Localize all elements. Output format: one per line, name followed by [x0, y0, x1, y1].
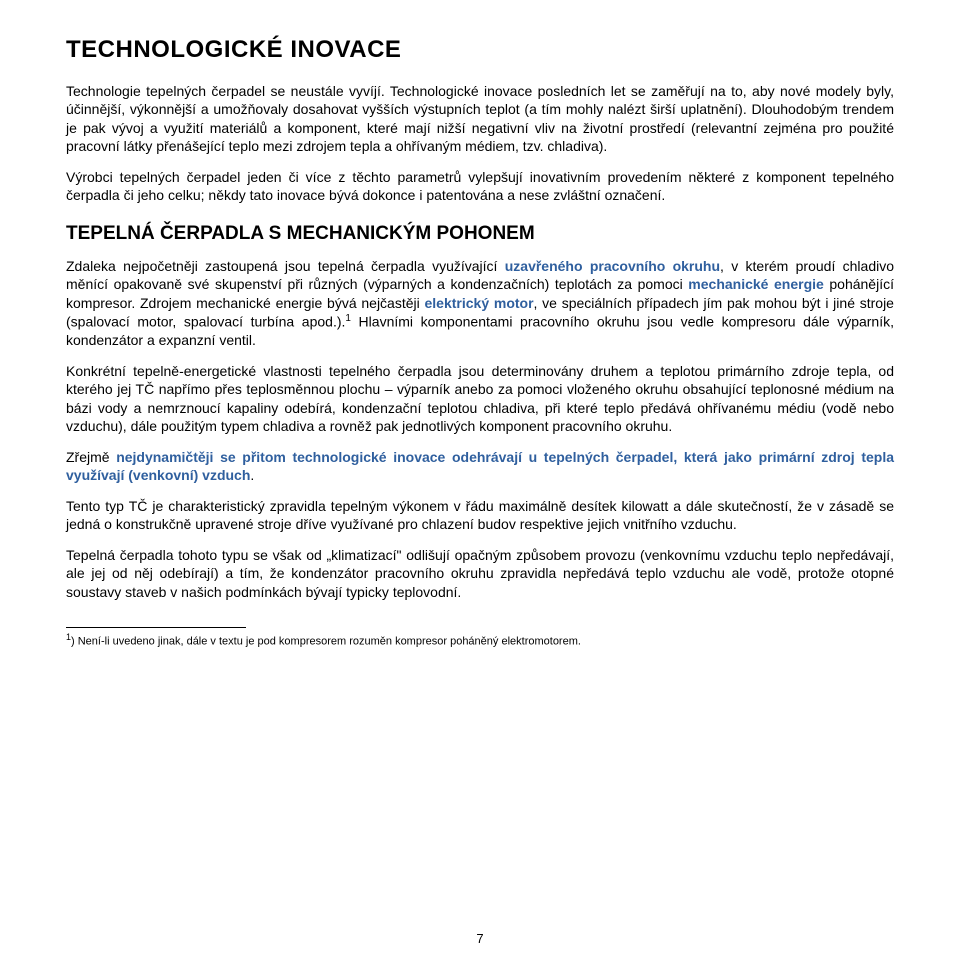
p3-highlight-3: elektrický motor: [425, 295, 534, 311]
footnote-divider: [66, 627, 246, 628]
page-number: 7: [66, 931, 894, 946]
paragraph-3: Zdaleka nejpočetněji zastoupená jsou tep…: [66, 257, 894, 350]
page-title: TECHNOLOGICKÉ INOVACE: [66, 36, 894, 64]
section-heading-1: TEPELNÁ ČERPADLA S MECHANICKÝM POHONEM: [66, 223, 894, 245]
p3-highlight-2: mechanické energie: [688, 276, 824, 292]
paragraph-7: Tepelná čerpadla tohoto typu se však od …: [66, 546, 894, 601]
p5-text-a: Zřejmě: [66, 449, 116, 465]
p3-text-a: Zdaleka nejpočetněji zastoupená jsou tep…: [66, 258, 505, 274]
document-page: TECHNOLOGICKÉ INOVACE Technologie tepeln…: [0, 0, 960, 960]
paragraph-5: Zřejmě nejdynamičtěji se přitom technolo…: [66, 448, 894, 485]
p5-highlight: nejdynamičtěji se přitom technologické i…: [66, 449, 894, 483]
footnote-1: 1) Není-li uvedeno jinak, dále v textu j…: [66, 632, 894, 649]
footnote-text: ) Není-li uvedeno jinak, dále v textu je…: [71, 636, 581, 648]
paragraph-4: Konkrétní tepelně-energetické vlastnosti…: [66, 362, 894, 436]
p5-text-b: .: [250, 467, 254, 483]
paragraph-6: Tento typ TČ je charakteristický zpravid…: [66, 497, 894, 534]
paragraph-intro-1: Technologie tepelných čerpadel se neustá…: [66, 82, 894, 156]
paragraph-intro-2: Výrobci tepelných čerpadel jeden či více…: [66, 168, 894, 205]
p3-highlight-1: uzavřeného pracovního okruhu: [505, 258, 720, 274]
